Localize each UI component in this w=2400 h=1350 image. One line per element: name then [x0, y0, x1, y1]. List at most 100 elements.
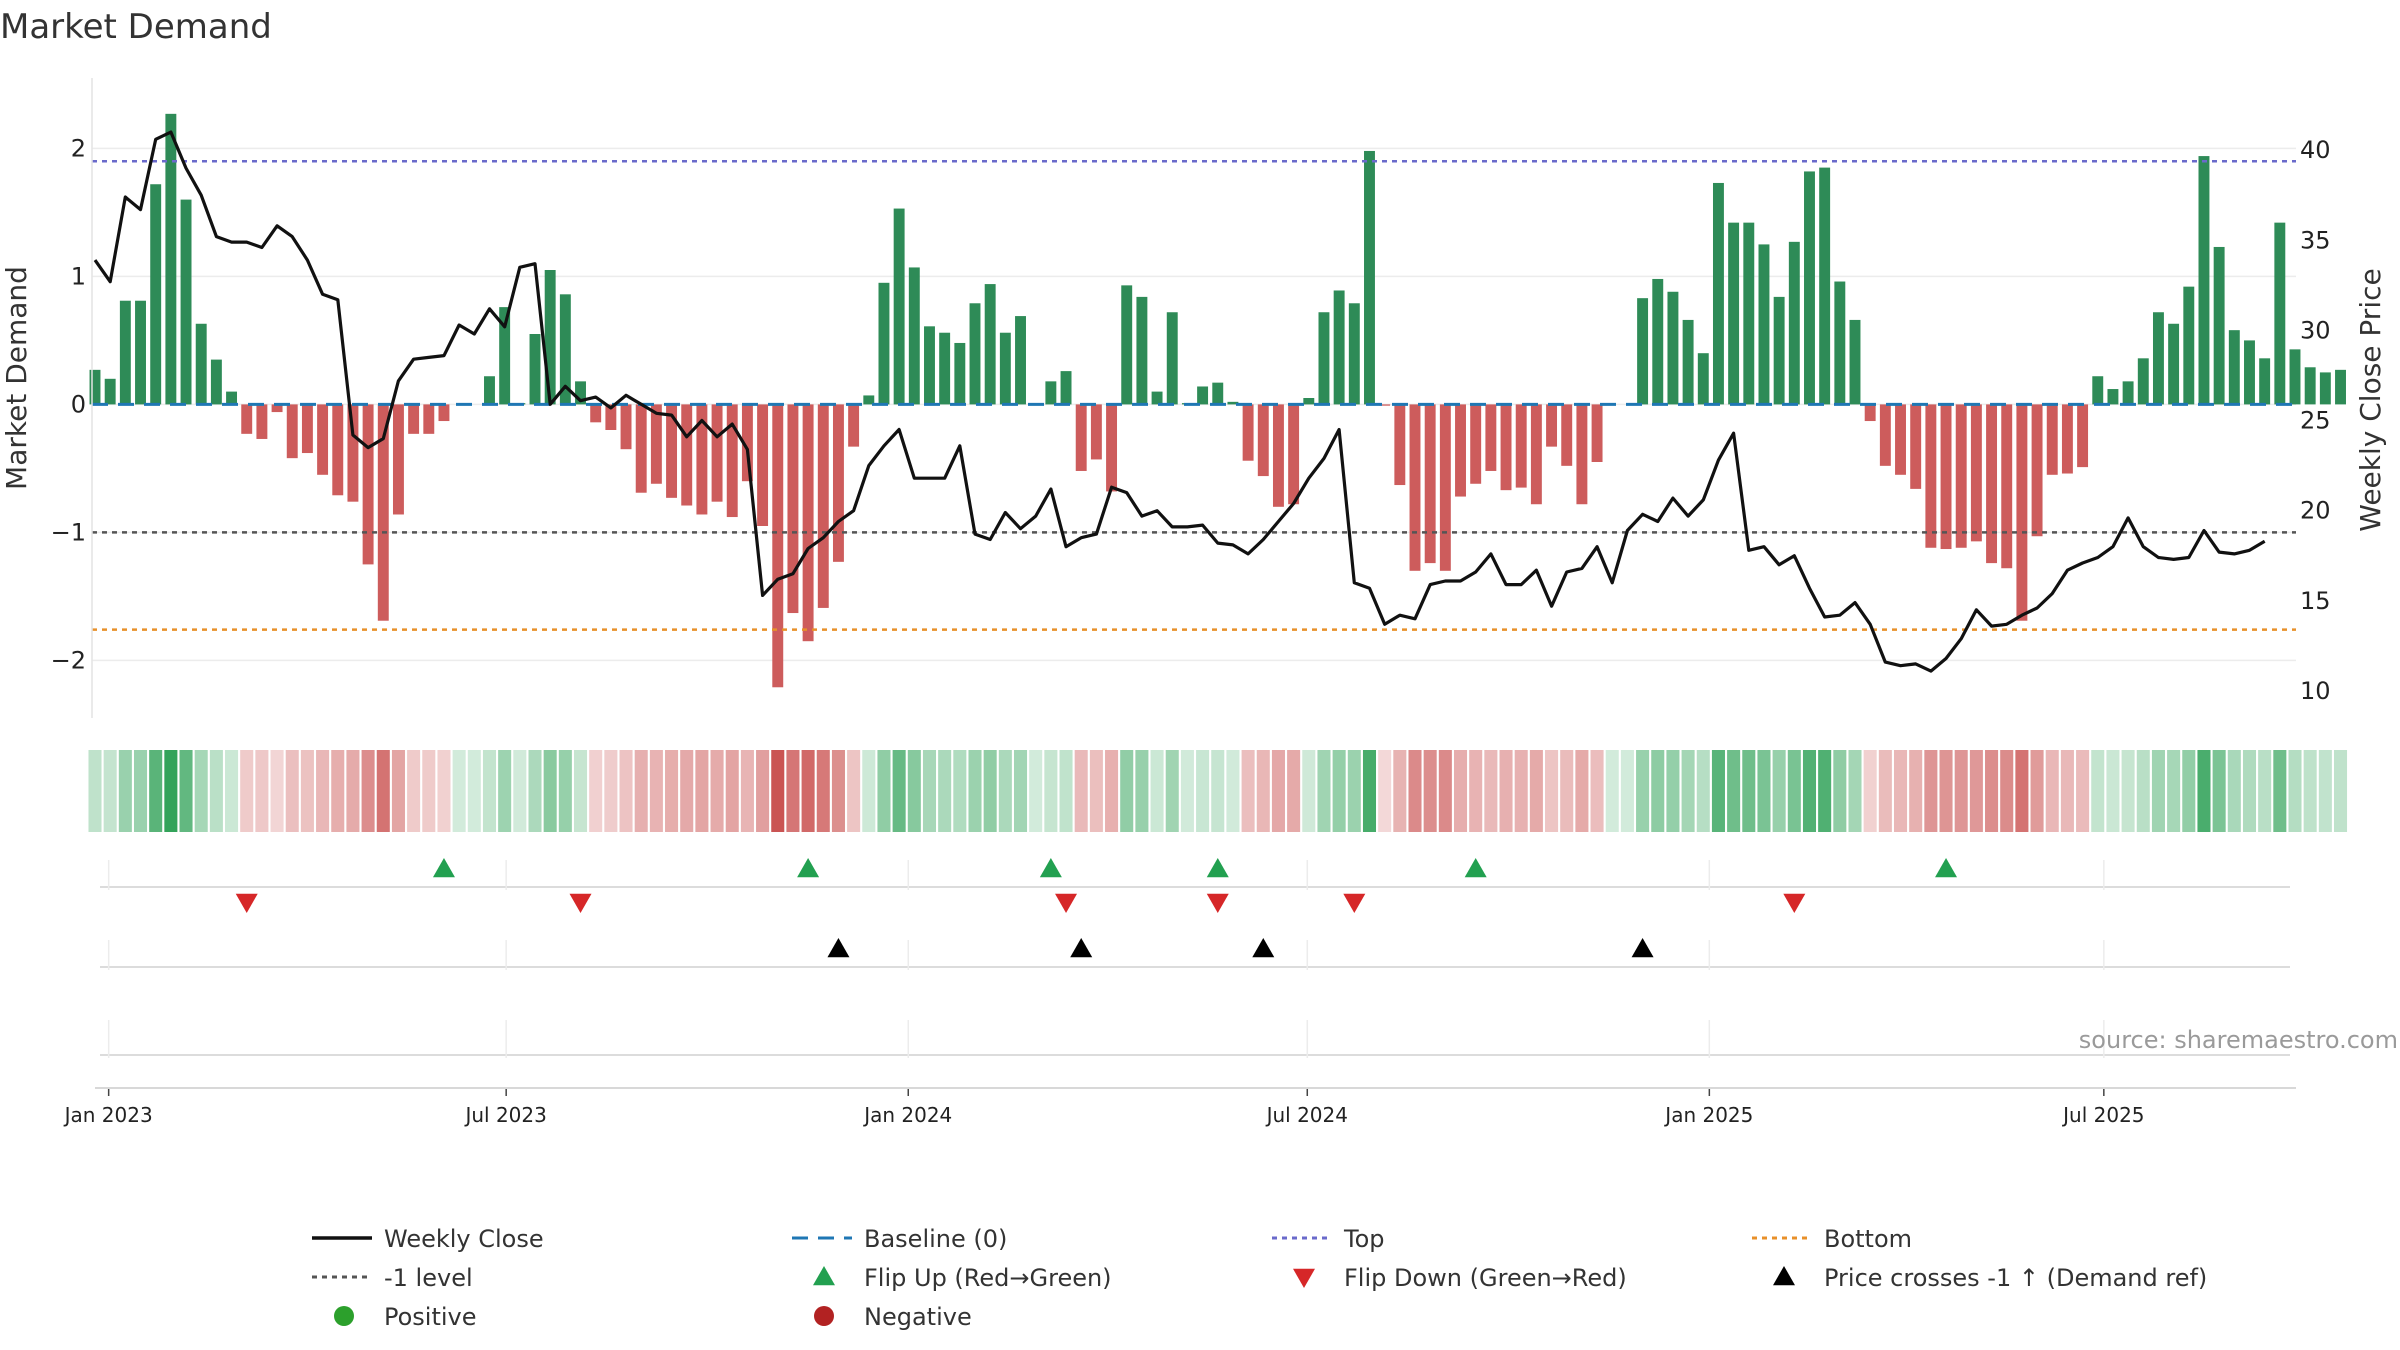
right-y-tick-label: 25 [2300, 407, 2331, 435]
legend-item: Negative [814, 1303, 972, 1331]
legend-label: Bottom [1824, 1225, 1912, 1253]
demand-bar [1561, 404, 1573, 466]
demand-bar [1819, 167, 1831, 405]
demand-bar [1090, 404, 1102, 460]
demand-bar [1925, 404, 1937, 548]
legend-item: -1 level [312, 1264, 473, 1292]
legend-swatch [1773, 1266, 1795, 1286]
demand-heat-cell [498, 750, 512, 832]
demand-bar [1788, 241, 1800, 405]
demand-heat-cell [1029, 750, 1043, 832]
price-cross-marker [1252, 938, 1275, 958]
flip-up-marker [432, 858, 455, 878]
demand-heat-cell [649, 750, 663, 832]
flip-down-marker [235, 893, 258, 913]
demand-bar [1910, 404, 1922, 489]
demand-bar [1075, 404, 1087, 471]
demand-bar [711, 404, 723, 502]
demand-heat-cell [2151, 750, 2165, 832]
demand-heat-cell [1089, 750, 1103, 832]
demand-bar [347, 404, 359, 502]
left-y-tick-label: 2 [71, 134, 86, 162]
demand-bar [681, 404, 693, 506]
demand-heat-cell [361, 750, 375, 832]
demand-heat-cell [2197, 750, 2211, 832]
demand-bar [1895, 404, 1906, 475]
demand-bar [1303, 398, 1315, 405]
legend-label: Top [1343, 1225, 1385, 1253]
demand-bar [2152, 312, 2164, 405]
demand-bar [1379, 404, 1391, 406]
demand-heat-cell [953, 750, 967, 832]
demand-heat-cell [179, 750, 193, 832]
demand-heat-cell [346, 750, 360, 832]
demand-bar [150, 184, 162, 405]
demand-bar [241, 404, 253, 434]
demand-heat-cell [1408, 750, 1422, 832]
demand-heat-cell [2333, 750, 2348, 832]
legend-swatch [813, 1266, 835, 1286]
demand-heat-strip [88, 750, 2348, 832]
demand-heat-cell [2182, 750, 2196, 832]
demand-heat-cell [1818, 750, 1832, 832]
demand-heat-cell [1226, 750, 1240, 832]
demand-heat-cell [695, 750, 709, 832]
demand-bar [2289, 349, 2301, 405]
demand-bar [924, 326, 935, 405]
demand-heat-cell [1013, 750, 1028, 832]
demand-bar [1272, 404, 1284, 507]
demand-heat-cell [1393, 750, 1407, 832]
demand-heat-cell [391, 750, 405, 832]
demand-bar [1166, 312, 1178, 405]
demand-bar [1667, 291, 1679, 405]
demand-heat-cell [1150, 750, 1164, 832]
right-y-tick-label: 20 [2300, 497, 2331, 525]
demand-bar [1318, 312, 1330, 405]
demand-bars [89, 113, 2346, 688]
demand-bar [2319, 372, 2331, 405]
demand-heat-cell [2015, 750, 2029, 832]
demand-heat-cell [1378, 750, 1392, 832]
demand-bar [1697, 353, 1709, 405]
legend-item: Bottom [1752, 1225, 1912, 1253]
demand-heat-cell [1044, 750, 1058, 832]
demand-heat-cell [1969, 750, 1983, 832]
legend-label: -1 level [384, 1264, 473, 1292]
demand-bar [1986, 404, 1998, 564]
demand-bar [286, 404, 298, 459]
demand-heat-cell [801, 750, 815, 832]
demand-heat-cell [725, 750, 739, 832]
demand-heat-cell [513, 750, 527, 832]
demand-heat-cell [1514, 750, 1528, 832]
reference-lines [92, 159, 2296, 631]
demand-bar [1485, 404, 1497, 471]
demand-heat-cell [1985, 750, 1999, 832]
demand-bar [408, 404, 420, 434]
demand-bar [1728, 222, 1740, 405]
demand-heat-cell [1059, 750, 1073, 832]
demand-bar [650, 404, 662, 484]
demand-bar [438, 404, 450, 422]
demand-heat-cell [255, 750, 269, 832]
demand-heat-cell [1545, 750, 1559, 832]
demand-bar [1834, 281, 1846, 405]
demand-bar [1712, 182, 1724, 405]
demand-heat-cell [133, 750, 148, 832]
demand-bar [1060, 371, 1072, 405]
flip-down-marker [569, 893, 592, 913]
demand-bar [1136, 296, 1148, 405]
demand-bar [2213, 246, 2225, 405]
demand-bar [1652, 278, 1664, 405]
demand-heat-cell [1727, 750, 1741, 832]
demand-heat-cell [665, 750, 679, 832]
demand-bar [1348, 303, 1360, 405]
demand-bar [1758, 244, 1770, 405]
legend-label: Baseline (0) [864, 1225, 1007, 1253]
demand-heat-cell [1954, 750, 1968, 832]
demand-bar [817, 404, 829, 608]
demand-heat-cell [922, 750, 937, 832]
right-y-tick-label: 10 [2300, 677, 2331, 705]
demand-bar [1424, 404, 1436, 564]
demand-bar [787, 404, 799, 614]
demand-heat-cell [1924, 750, 1938, 832]
